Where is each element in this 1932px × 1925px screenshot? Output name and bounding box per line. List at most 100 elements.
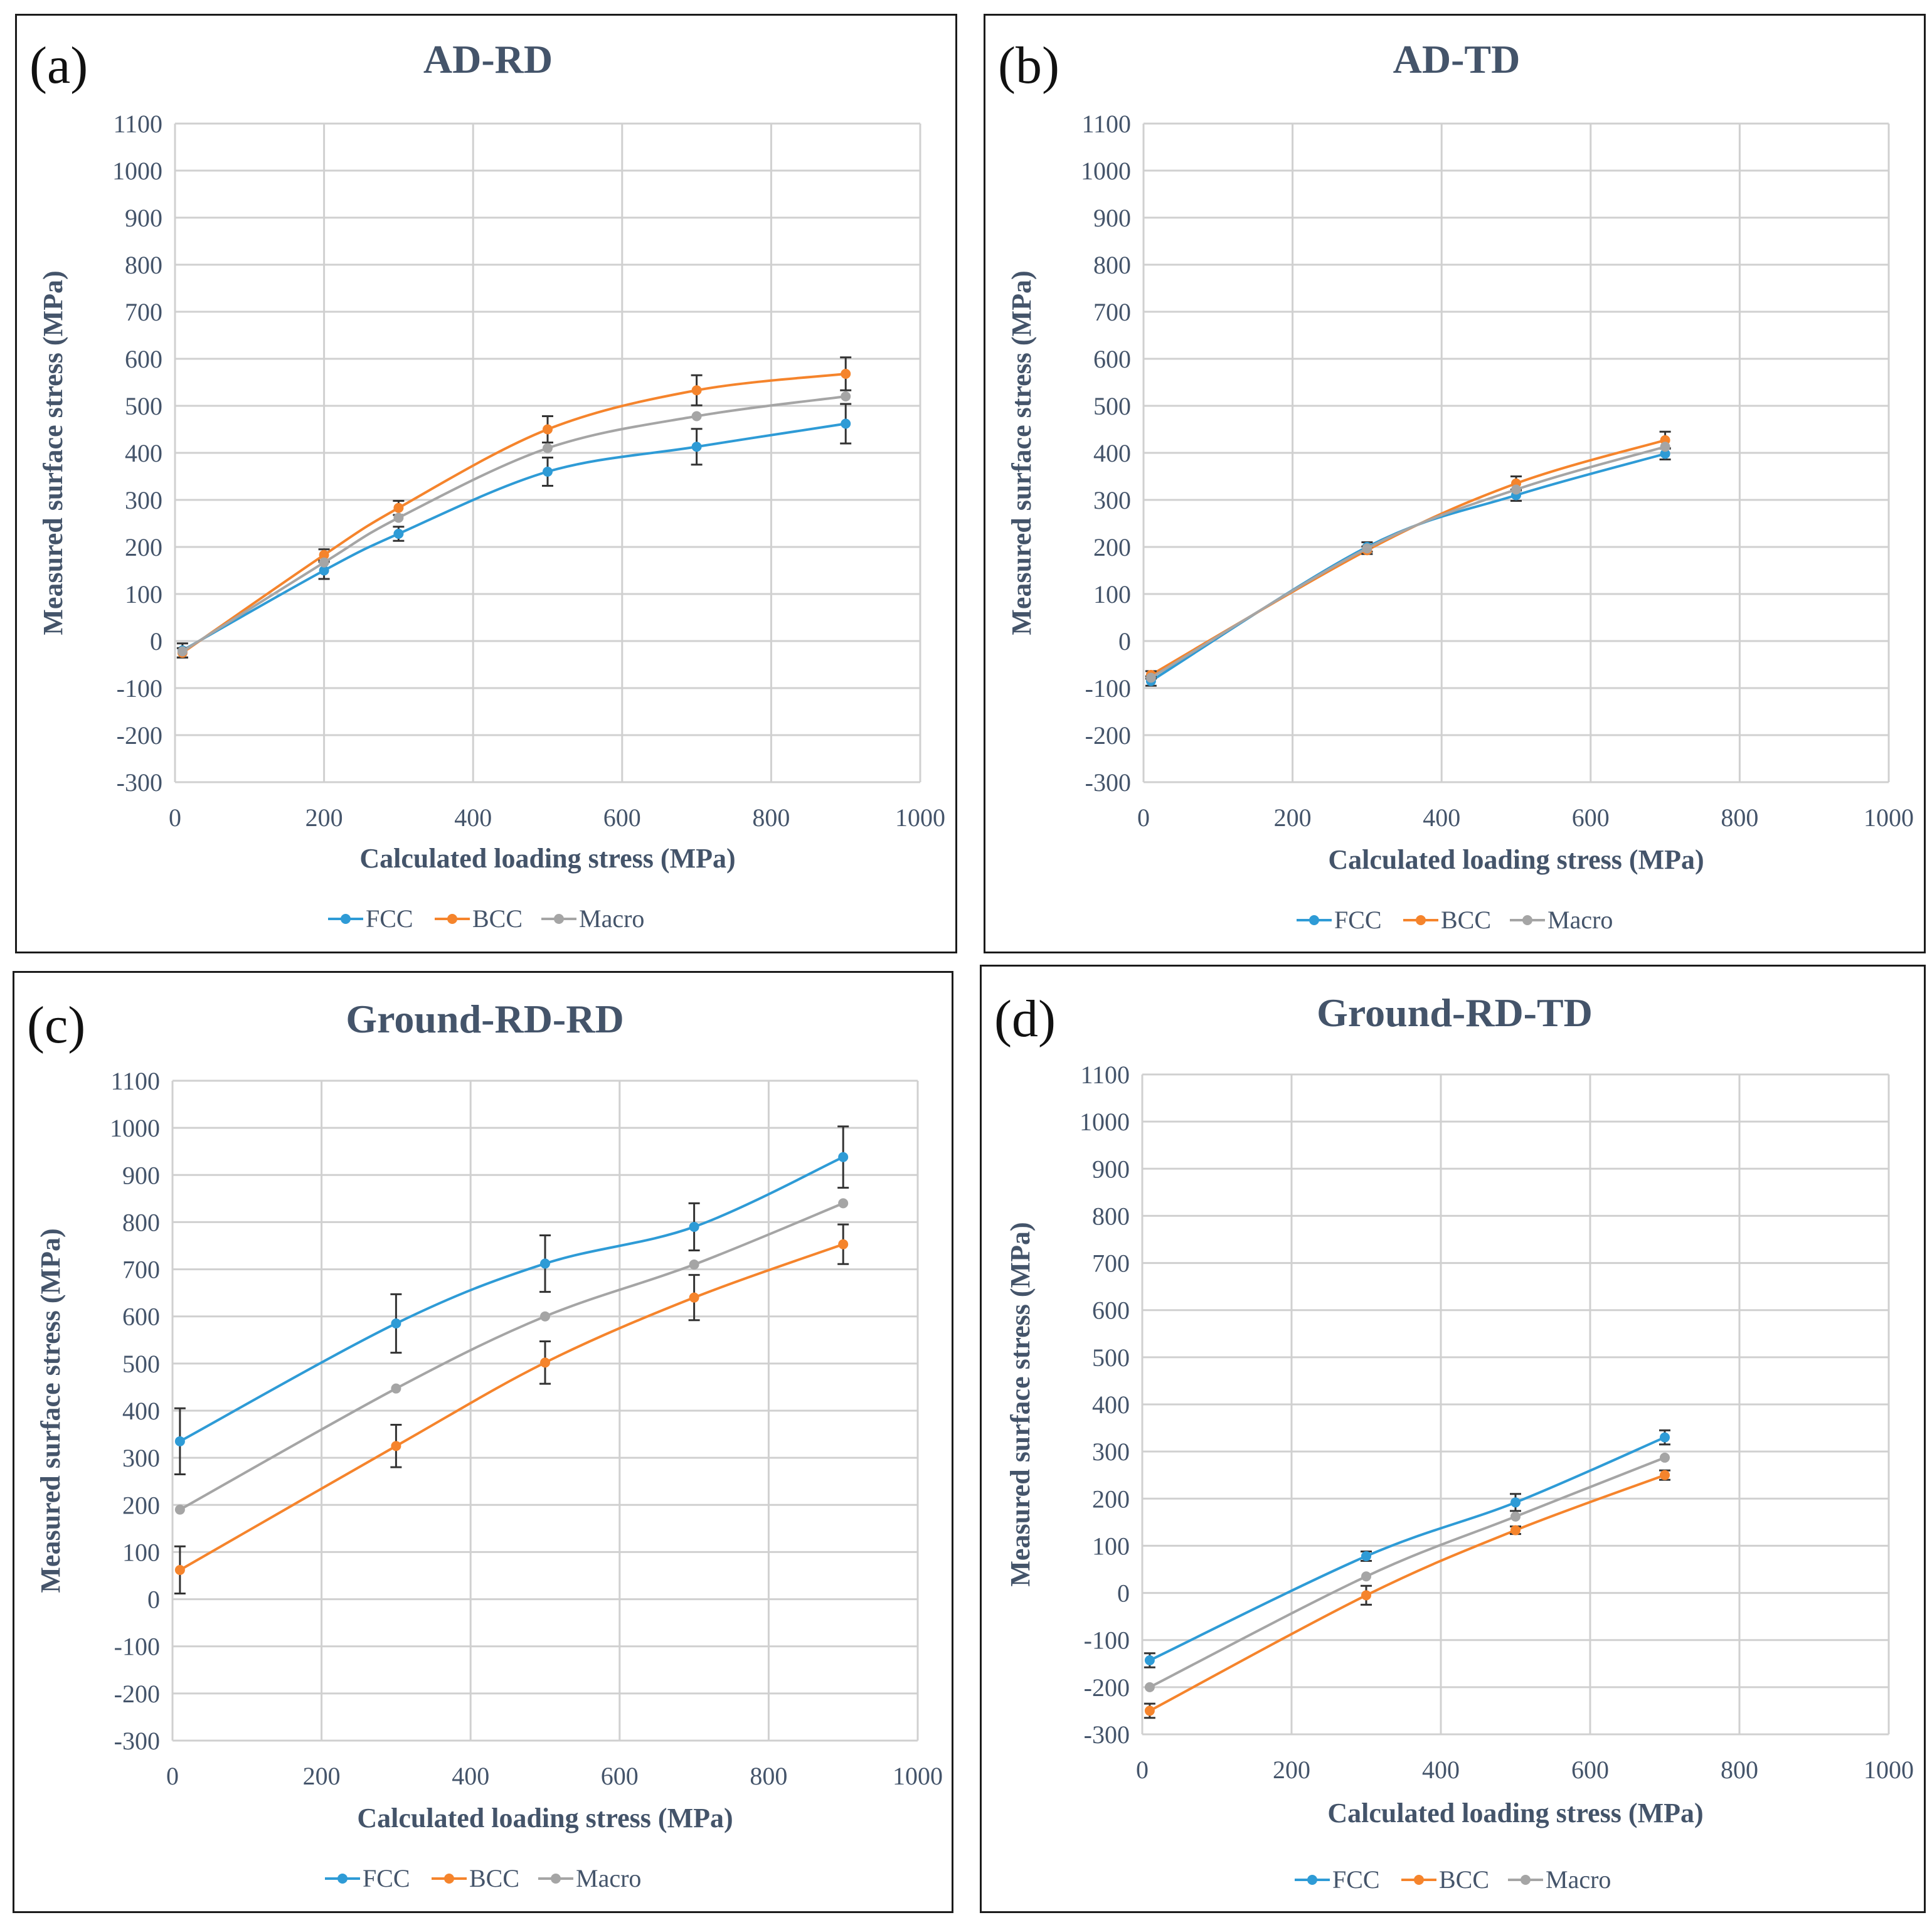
data-point-macro [1511,484,1521,495]
data-point-fcc [1144,1655,1155,1666]
legend-label-macro: Macro [1546,1865,1611,1894]
series-line-macro [1150,445,1666,679]
series-line-bcc [1149,1473,1665,1712]
y-tick-label: 700 [1093,298,1131,326]
x-tick-label: 1000 [893,1762,943,1790]
plot-area: -300 -200 -100 0 100 200 300 400 500 600 700 800 900… [1006,110,1914,934]
data-point-macro [319,557,329,568]
series-line-fcc [1149,1436,1665,1662]
legend-label-fcc: FCC [366,904,413,933]
legend-marker-macro [554,914,564,924]
data-point-bcc [543,424,553,435]
chart-title: AD-RD [423,37,553,82]
y-tick-label: 900 [1093,204,1131,232]
x-tick-label: 0 [166,1762,179,1790]
data-point-macro [691,411,702,422]
x-tick-label: 600 [1571,1756,1609,1784]
chart-title: Ground-RD-TD [1317,990,1593,1035]
data-point-macro [1362,543,1372,554]
data-point-macro [540,1311,550,1322]
y-tick-label: 100 [1093,580,1131,608]
data-point-bcc [1510,1525,1521,1535]
data-point-macro [1361,1571,1371,1582]
data-point-macro [543,443,553,453]
data-point-macro [1510,1511,1521,1522]
data-point-macro [1145,672,1156,683]
y-tick-label: 200 [125,533,162,561]
y-tick-label: 1000 [110,1114,160,1142]
y-tick-label: 0 [1117,1579,1130,1608]
y-tick-label: -300 [114,1727,160,1755]
panel-label: (a) [29,36,88,95]
y-tick-label: -100 [1084,1626,1130,1655]
x-tick-label: 400 [454,803,492,832]
x-tick-label: 800 [1721,1756,1758,1784]
y-tick-label: 300 [125,486,162,514]
data-point-bcc [1144,1705,1155,1716]
y-tick-label: 500 [122,1350,160,1378]
plot-area: -300 -200 -100 0 100 200 300 400 500 600 700 800 900… [38,110,945,933]
data-point-fcc [838,1152,849,1162]
data-point-fcc [1660,448,1670,459]
y-axis-label: Measured surface stress (MPa) [38,270,68,635]
y-tick-label: 400 [1093,439,1131,467]
data-point-macro [1660,1452,1670,1463]
y-tick-label: -100 [1085,674,1131,703]
y-tick-label: 300 [1092,1438,1130,1466]
series-line-fcc [181,422,846,652]
chart-title: AD-TD [1393,37,1521,82]
y-tick-label: 1100 [113,110,162,138]
legend-marker-bcc [447,914,457,924]
legend-marker-fcc [341,914,351,924]
y-tick-label: 1000 [112,157,162,185]
x-tick-label: 0 [1136,1756,1149,1784]
y-tick-label: 900 [125,204,162,232]
data-point-bcc [841,369,851,379]
y-tick-label: 1000 [1080,1108,1130,1136]
x-axis-label: Calculated loading stress (MPa) [1327,1798,1703,1828]
y-tick-label: 100 [122,1538,160,1566]
data-point-macro [174,1504,185,1515]
y-tick-label: 200 [122,1491,160,1519]
legend-marker-bcc [1414,1875,1424,1885]
y-tick-label: 200 [1092,1485,1130,1513]
x-tick-label: 400 [1423,803,1460,832]
data-point-fcc [841,418,851,429]
y-tick-label: -200 [117,721,162,750]
y-tick-label: 600 [1092,1297,1130,1325]
series-line-macro [1149,1456,1665,1689]
panel-label: (c) [27,996,86,1054]
data-point-macro [1144,1682,1155,1692]
chart-panel-a: (a) AD-RD -300 -200 -100 0 100 200 300 400 500 60… [15,14,957,953]
data-point-bcc [838,1239,849,1249]
y-tick-label: 1000 [1081,157,1131,185]
data-point-bcc [689,1292,699,1303]
x-tick-label: 1000 [1864,1756,1914,1784]
legend-marker-macro [1522,915,1532,925]
x-tick-label: 800 [752,803,790,832]
x-axis-label: Calculated loading stress (MPa) [1328,844,1704,875]
y-tick-label: -300 [117,768,162,797]
y-tick-label: 0 [1118,627,1131,655]
y-tick-label: 1100 [1081,110,1131,138]
legend-label-macro: Macro [1547,906,1613,934]
series-line-bcc [181,373,846,654]
data-point-macro [177,646,188,657]
x-tick-label: 200 [1274,803,1312,832]
y-tick-label: 800 [1093,251,1131,279]
data-point-macro [838,1198,849,1209]
x-tick-label: 600 [601,1762,639,1790]
x-tick-label: 800 [750,1762,787,1790]
data-point-fcc [393,529,404,539]
data-point-fcc [540,1258,550,1269]
y-tick-label: 700 [125,298,162,326]
y-axis-label: Measured surface stress (MPa) [1005,1222,1036,1586]
x-tick-label: 0 [169,803,181,832]
data-point-bcc [174,1564,185,1575]
plot-area: -300 -200 -100 0 100 200 300 400 500 600 700 800 900… [35,1067,943,1892]
y-tick-label: 900 [1092,1155,1130,1183]
legend-label-fcc: FCC [363,1864,410,1892]
y-tick-label: 300 [122,1444,160,1472]
y-tick-label: 0 [147,1586,160,1614]
series-line-bcc [179,1243,844,1571]
